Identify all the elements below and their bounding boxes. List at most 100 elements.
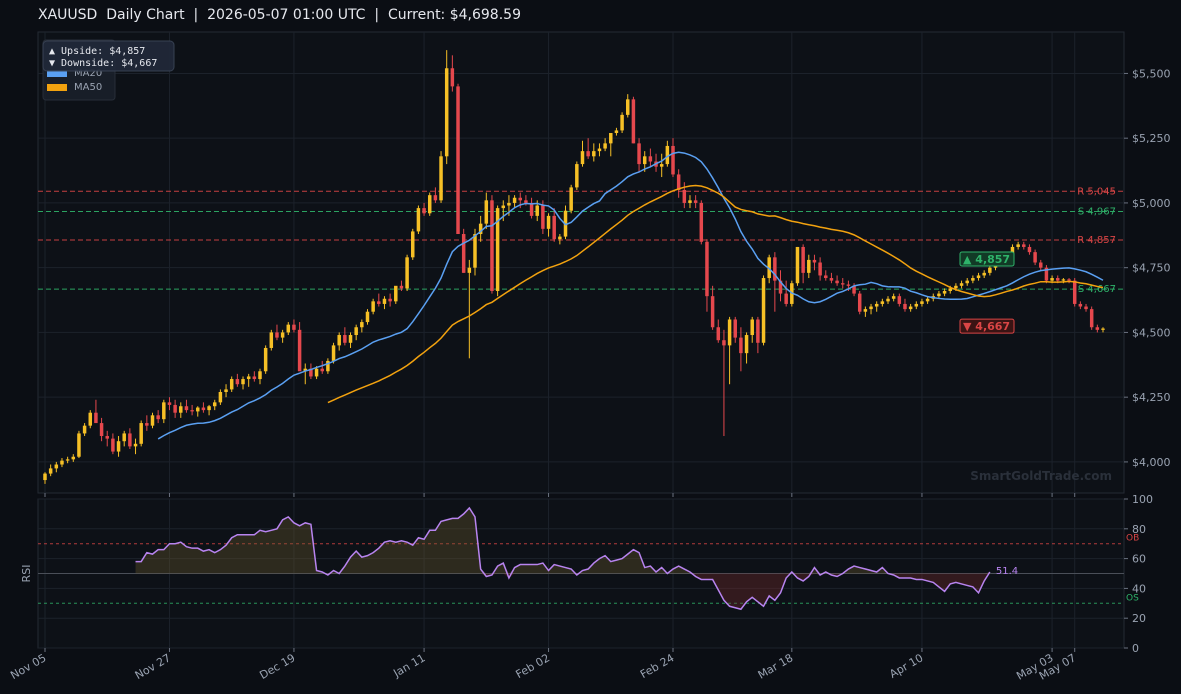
candle-body [614,130,619,134]
candle-body [399,285,404,289]
candle-body [1055,278,1060,281]
candle-body [1044,267,1049,281]
candle-body [1016,244,1020,247]
candle-body [212,402,217,407]
candle-body [733,319,737,338]
candle-body [541,205,545,229]
candle-body [258,371,262,380]
candle-body [377,301,381,304]
level-label: R 5,045 [1077,186,1116,197]
rsi-last-value: 51.4 [996,566,1018,577]
candle-body [795,246,800,284]
rsi-y-tick-label: 0 [1132,642,1139,655]
candle-body [167,402,172,405]
candle-body [286,324,291,333]
candle-body [682,189,687,203]
candle-body [948,288,952,291]
candle-body [829,278,834,281]
rsi-y-tick-label: 100 [1132,493,1153,506]
candle-body [778,280,783,294]
rsi-fill-below [135,573,990,610]
candle-body [835,280,839,284]
x-tick-label: Apr 10 [887,651,925,681]
candle-body [693,200,698,203]
candle-body [920,301,924,304]
candle-body [569,187,573,211]
grid-lines [38,32,1124,649]
candle-body [360,322,364,328]
support-resistance-levels: R 5,045 S 4,967 R 4,857 S 4,667 [38,186,1124,295]
candle-body [671,145,675,175]
rsi-fill-above [135,507,990,574]
candle-body [388,298,392,302]
rsi-os-label: OS [1126,593,1139,603]
candle-body [1067,279,1071,281]
candle-body [478,223,483,235]
summary-box [42,40,175,72]
candle-body [1101,328,1105,330]
candle-body [501,205,506,209]
rsi-y-tick-label: 60 [1132,553,1146,566]
candle-body [880,301,885,304]
candle-body [133,443,138,447]
x-tick-label: Feb 02 [514,651,553,681]
candle-body [665,145,670,165]
candle-body [739,337,743,354]
candle-body [891,296,896,299]
candle-body [246,376,251,380]
candle-body [111,438,115,452]
candle-body [546,215,551,229]
moving-averages [157,151,1104,440]
candle-body [371,301,375,312]
candle-body [224,389,228,392]
candle-body [812,259,817,263]
candle-body [184,406,189,411]
y-tick-label: $4,750 [1132,262,1171,275]
rsi-y-tick-label: 80 [1132,523,1146,536]
upside-badge [959,251,1015,267]
level-label: S 4,667 [1078,284,1116,295]
candle-body [43,473,47,481]
candle-body [54,464,59,469]
candle-body [269,332,274,348]
legend-swatch [47,70,67,77]
x-tick-label: Nov 27 [133,651,173,682]
candle-body [626,99,630,115]
candle-body [773,257,777,281]
y-tick-label: $4,000 [1132,456,1171,469]
candle-body [801,246,805,273]
x-tick-label: Mar 18 [756,651,796,681]
candle-body [784,293,788,304]
candle-body [60,460,64,465]
x-tick-label: Jan 11 [390,651,427,680]
candle-body [925,298,930,302]
y-tick-label: $4,250 [1132,391,1171,404]
candle-body [122,433,126,442]
candle-body [846,284,851,286]
candle-body [65,459,70,461]
candle-body [1078,303,1083,307]
level-label: S 4,967 [1078,206,1116,217]
candle-body [761,278,766,343]
candle-body [959,283,964,286]
candle-body [609,133,613,144]
candle-body [116,441,121,452]
candle-body [592,151,596,157]
candle-body [94,412,98,424]
rsi-group: OB OS 51.4 RSI [20,506,1139,611]
x-tick-label: Feb 24 [638,651,677,681]
candle-body [886,298,890,302]
candle-body [954,285,958,289]
candle-body [263,347,268,372]
candle-body [201,407,206,411]
candle-body [965,280,969,284]
overlays-group: MA20 MA50 ▲ Upside: $4,857▼ Downside: $4,6… [42,39,1112,483]
candle-body [586,151,590,157]
candle-body [88,412,93,426]
y-tick-label: $5,250 [1132,132,1171,145]
candle-body [1033,252,1037,263]
candle-body [1084,306,1088,310]
candle-body [535,205,539,216]
candle-body [637,143,641,165]
